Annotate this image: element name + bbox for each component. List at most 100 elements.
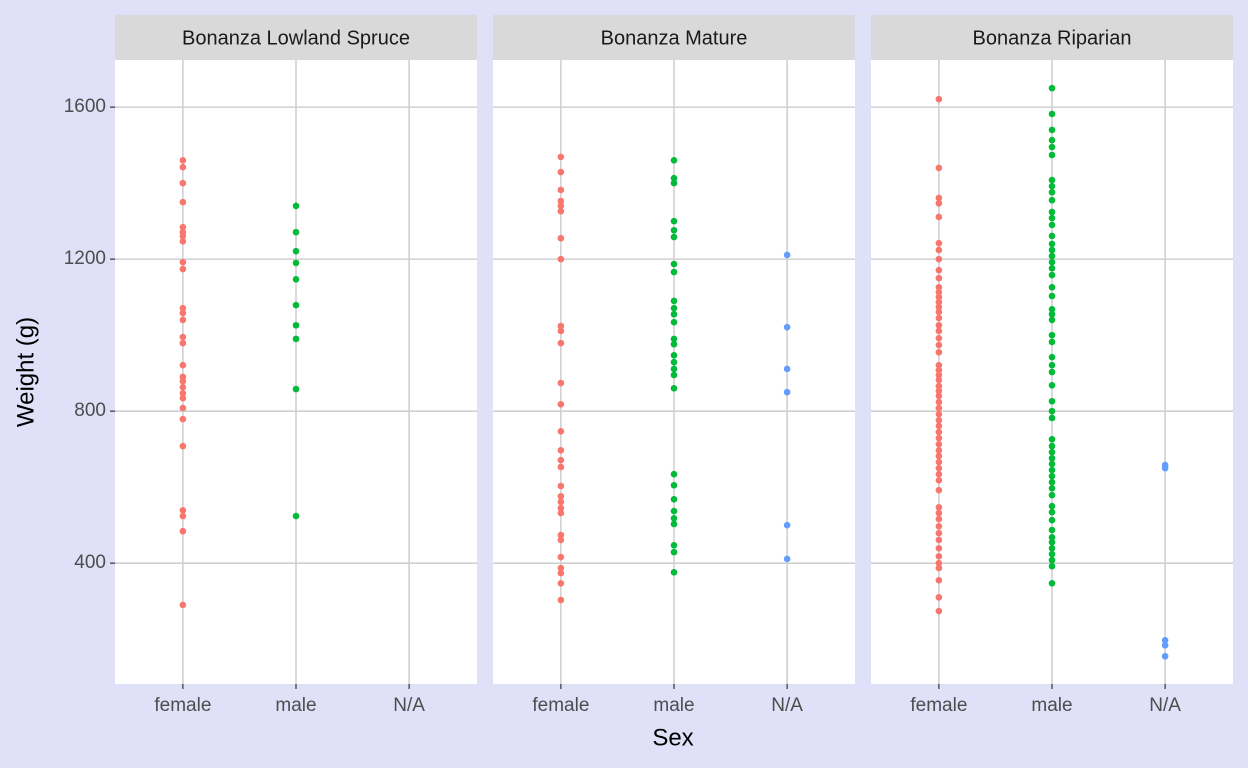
point <box>557 327 565 335</box>
point <box>1161 464 1169 472</box>
point <box>935 416 943 424</box>
point <box>935 298 943 306</box>
point <box>292 512 300 520</box>
point <box>179 223 187 231</box>
point <box>1048 448 1056 456</box>
point <box>935 239 943 247</box>
point <box>783 521 791 529</box>
point <box>557 579 565 587</box>
y-axis-label: Weight (g) <box>12 317 39 427</box>
point <box>1048 508 1056 516</box>
point <box>179 404 187 412</box>
x-tick-label: N/A <box>771 695 803 716</box>
point <box>179 265 187 273</box>
point <box>670 358 678 366</box>
point <box>670 233 678 241</box>
point <box>670 217 678 225</box>
point <box>557 202 565 210</box>
point <box>935 308 943 316</box>
point <box>557 379 565 387</box>
point <box>1048 182 1056 190</box>
point <box>935 477 943 484</box>
point <box>783 365 791 373</box>
point <box>1048 305 1056 313</box>
point <box>179 304 187 312</box>
point <box>1048 361 1056 369</box>
point <box>179 232 187 240</box>
point <box>1048 283 1056 291</box>
point <box>1048 176 1056 184</box>
point <box>1161 652 1169 660</box>
point <box>1048 466 1056 474</box>
point <box>935 452 943 460</box>
x-tick-label: male <box>653 695 694 716</box>
point <box>935 334 943 342</box>
point <box>935 392 943 400</box>
point <box>935 327 943 335</box>
point <box>557 569 565 577</box>
point <box>179 316 187 324</box>
point <box>557 446 565 454</box>
point <box>783 251 791 259</box>
point <box>179 383 187 391</box>
point <box>935 303 943 311</box>
point <box>935 428 943 436</box>
point <box>935 371 943 379</box>
point <box>783 388 791 396</box>
point <box>179 442 187 450</box>
point <box>1048 478 1056 486</box>
point <box>1048 368 1056 376</box>
point <box>179 157 187 164</box>
point <box>179 198 187 206</box>
point <box>557 498 565 506</box>
x-tick-label: male <box>275 695 316 716</box>
point <box>783 323 791 331</box>
strip-background <box>493 15 855 60</box>
point <box>935 376 943 384</box>
point <box>1048 143 1056 151</box>
point <box>935 422 943 430</box>
point <box>935 594 943 601</box>
x-tick-label: female <box>532 695 589 716</box>
point <box>670 268 678 276</box>
point <box>1048 208 1056 216</box>
point <box>670 304 678 312</box>
strip-background <box>871 15 1233 60</box>
point <box>935 398 943 406</box>
point <box>935 266 943 274</box>
point <box>670 371 678 379</box>
point <box>179 527 187 535</box>
point <box>1048 502 1056 510</box>
point <box>935 446 943 454</box>
point <box>935 486 943 494</box>
point <box>179 507 187 514</box>
point <box>670 297 678 305</box>
point <box>670 365 678 373</box>
point <box>935 404 943 412</box>
point <box>670 157 678 164</box>
point <box>179 394 187 402</box>
point <box>1048 579 1056 587</box>
point <box>179 237 187 245</box>
point <box>935 255 943 263</box>
point <box>935 564 943 572</box>
point <box>557 482 565 490</box>
point <box>1048 556 1056 564</box>
point <box>557 596 565 604</box>
point <box>292 247 300 255</box>
point <box>557 322 565 330</box>
point <box>557 456 565 464</box>
point <box>292 321 300 329</box>
point <box>670 340 678 348</box>
point <box>1048 271 1056 279</box>
point <box>935 470 943 478</box>
point <box>670 260 678 268</box>
point <box>670 507 678 515</box>
point <box>179 309 187 317</box>
point <box>1048 136 1056 144</box>
point <box>1048 414 1056 422</box>
point <box>935 576 943 584</box>
point <box>935 246 943 254</box>
point <box>557 504 565 512</box>
point <box>935 164 943 172</box>
